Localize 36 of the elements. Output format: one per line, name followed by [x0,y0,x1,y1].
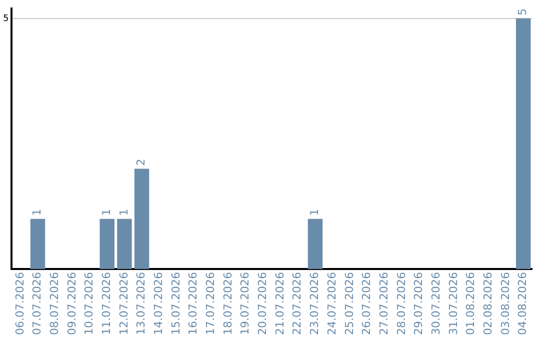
x-tick-label: 31.07.2026 [446,272,460,336]
data-label: 1 [100,208,113,216]
x-tick-label: 23.07.2026 [308,272,322,336]
x-tick-label: 22.07.2026 [290,272,304,336]
x-tick-label: 17.07.2026 [204,272,218,336]
x-tick-label: 30.07.2026 [429,272,442,336]
x-tick-label: 24.07.2026 [325,272,338,336]
x-tick-label: 18.07.2026 [221,272,234,336]
data-label: 2 [134,158,148,166]
x-tick-label: 28.07.2026 [394,272,408,336]
x-tick-label: 20.07.2026 [256,272,270,336]
x-tick-label: 12.07.2026 [117,272,130,336]
data-label: 5 [516,8,530,16]
x-tick-label: 27.07.2026 [377,272,390,336]
x-tick-label: 03.08.2026 [498,272,512,336]
x-tick-label: 29.07.2026 [412,272,426,336]
x-tick-label: 19.07.2026 [238,272,252,336]
x-tick-label: 08.07.2026 [48,272,61,336]
x-tick-label: 07.07.2026 [30,272,44,336]
x-tick-label: 10.07.2026 [82,272,96,336]
x-tick-label: 21.07.2026 [273,272,286,336]
x-tick-label: 01.08.2026 [464,272,478,336]
x-tick-label: 14.07.2026 [152,272,165,336]
x-tick-label: 15.07.2026 [169,272,182,336]
x-tick-label: 26.07.2026 [360,272,374,336]
x-tick-label: 25.07.2026 [342,272,356,336]
data-label: 1 [117,208,130,216]
x-tick-label: 02.08.2026 [482,272,495,336]
x-tick-label: 06.07.2026 [13,272,26,336]
x-tick-label: 11.07.2026 [100,272,113,336]
x-tick-label: 13.07.2026 [134,272,148,336]
data-label: 1 [308,208,322,216]
x-tick-label: 09.07.2026 [65,272,78,336]
x-tick-label: 16.07.2026 [186,272,200,336]
data-label: 1 [30,208,44,216]
x-tick-label: 04.08.2026 [516,272,530,336]
